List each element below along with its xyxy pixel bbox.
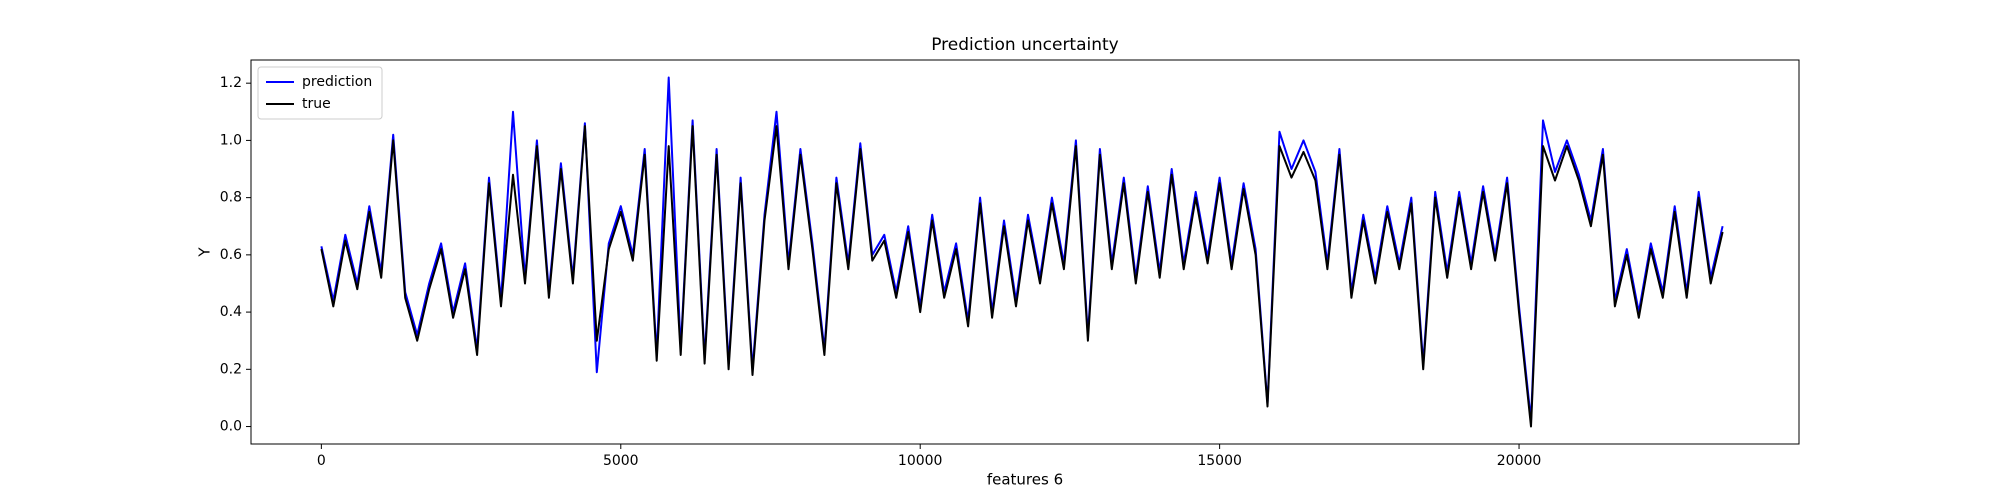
plot-frame <box>250 59 1800 445</box>
chart-title: Prediction uncertainty <box>931 35 1119 55</box>
y-tick-label: 0.0 <box>220 419 242 435</box>
x-tick-label: 10000 <box>898 453 943 469</box>
y-tick-label: 0.8 <box>220 190 242 206</box>
x-tick-label: 5000 <box>603 453 639 469</box>
x-tick-label: 15000 <box>1197 453 1242 469</box>
x-tick-label: 20000 <box>1497 453 1542 469</box>
legend-label: prediction <box>302 74 372 90</box>
x-tick-label: 0 <box>317 453 326 469</box>
y-tick-label: 1.2 <box>220 75 242 91</box>
y-tick-label: 1.0 <box>220 132 242 148</box>
x-axis-label: features 6 <box>987 471 1063 489</box>
y-tick-label: 0.4 <box>220 304 242 320</box>
y-tick-label: 0.2 <box>220 361 242 377</box>
y-axis-label: Y <box>196 247 214 258</box>
y-tick-label: 0.6 <box>220 247 242 263</box>
legend-box <box>257 66 383 120</box>
legend-label: true <box>302 96 331 112</box>
series-line <box>320 125 1724 428</box>
